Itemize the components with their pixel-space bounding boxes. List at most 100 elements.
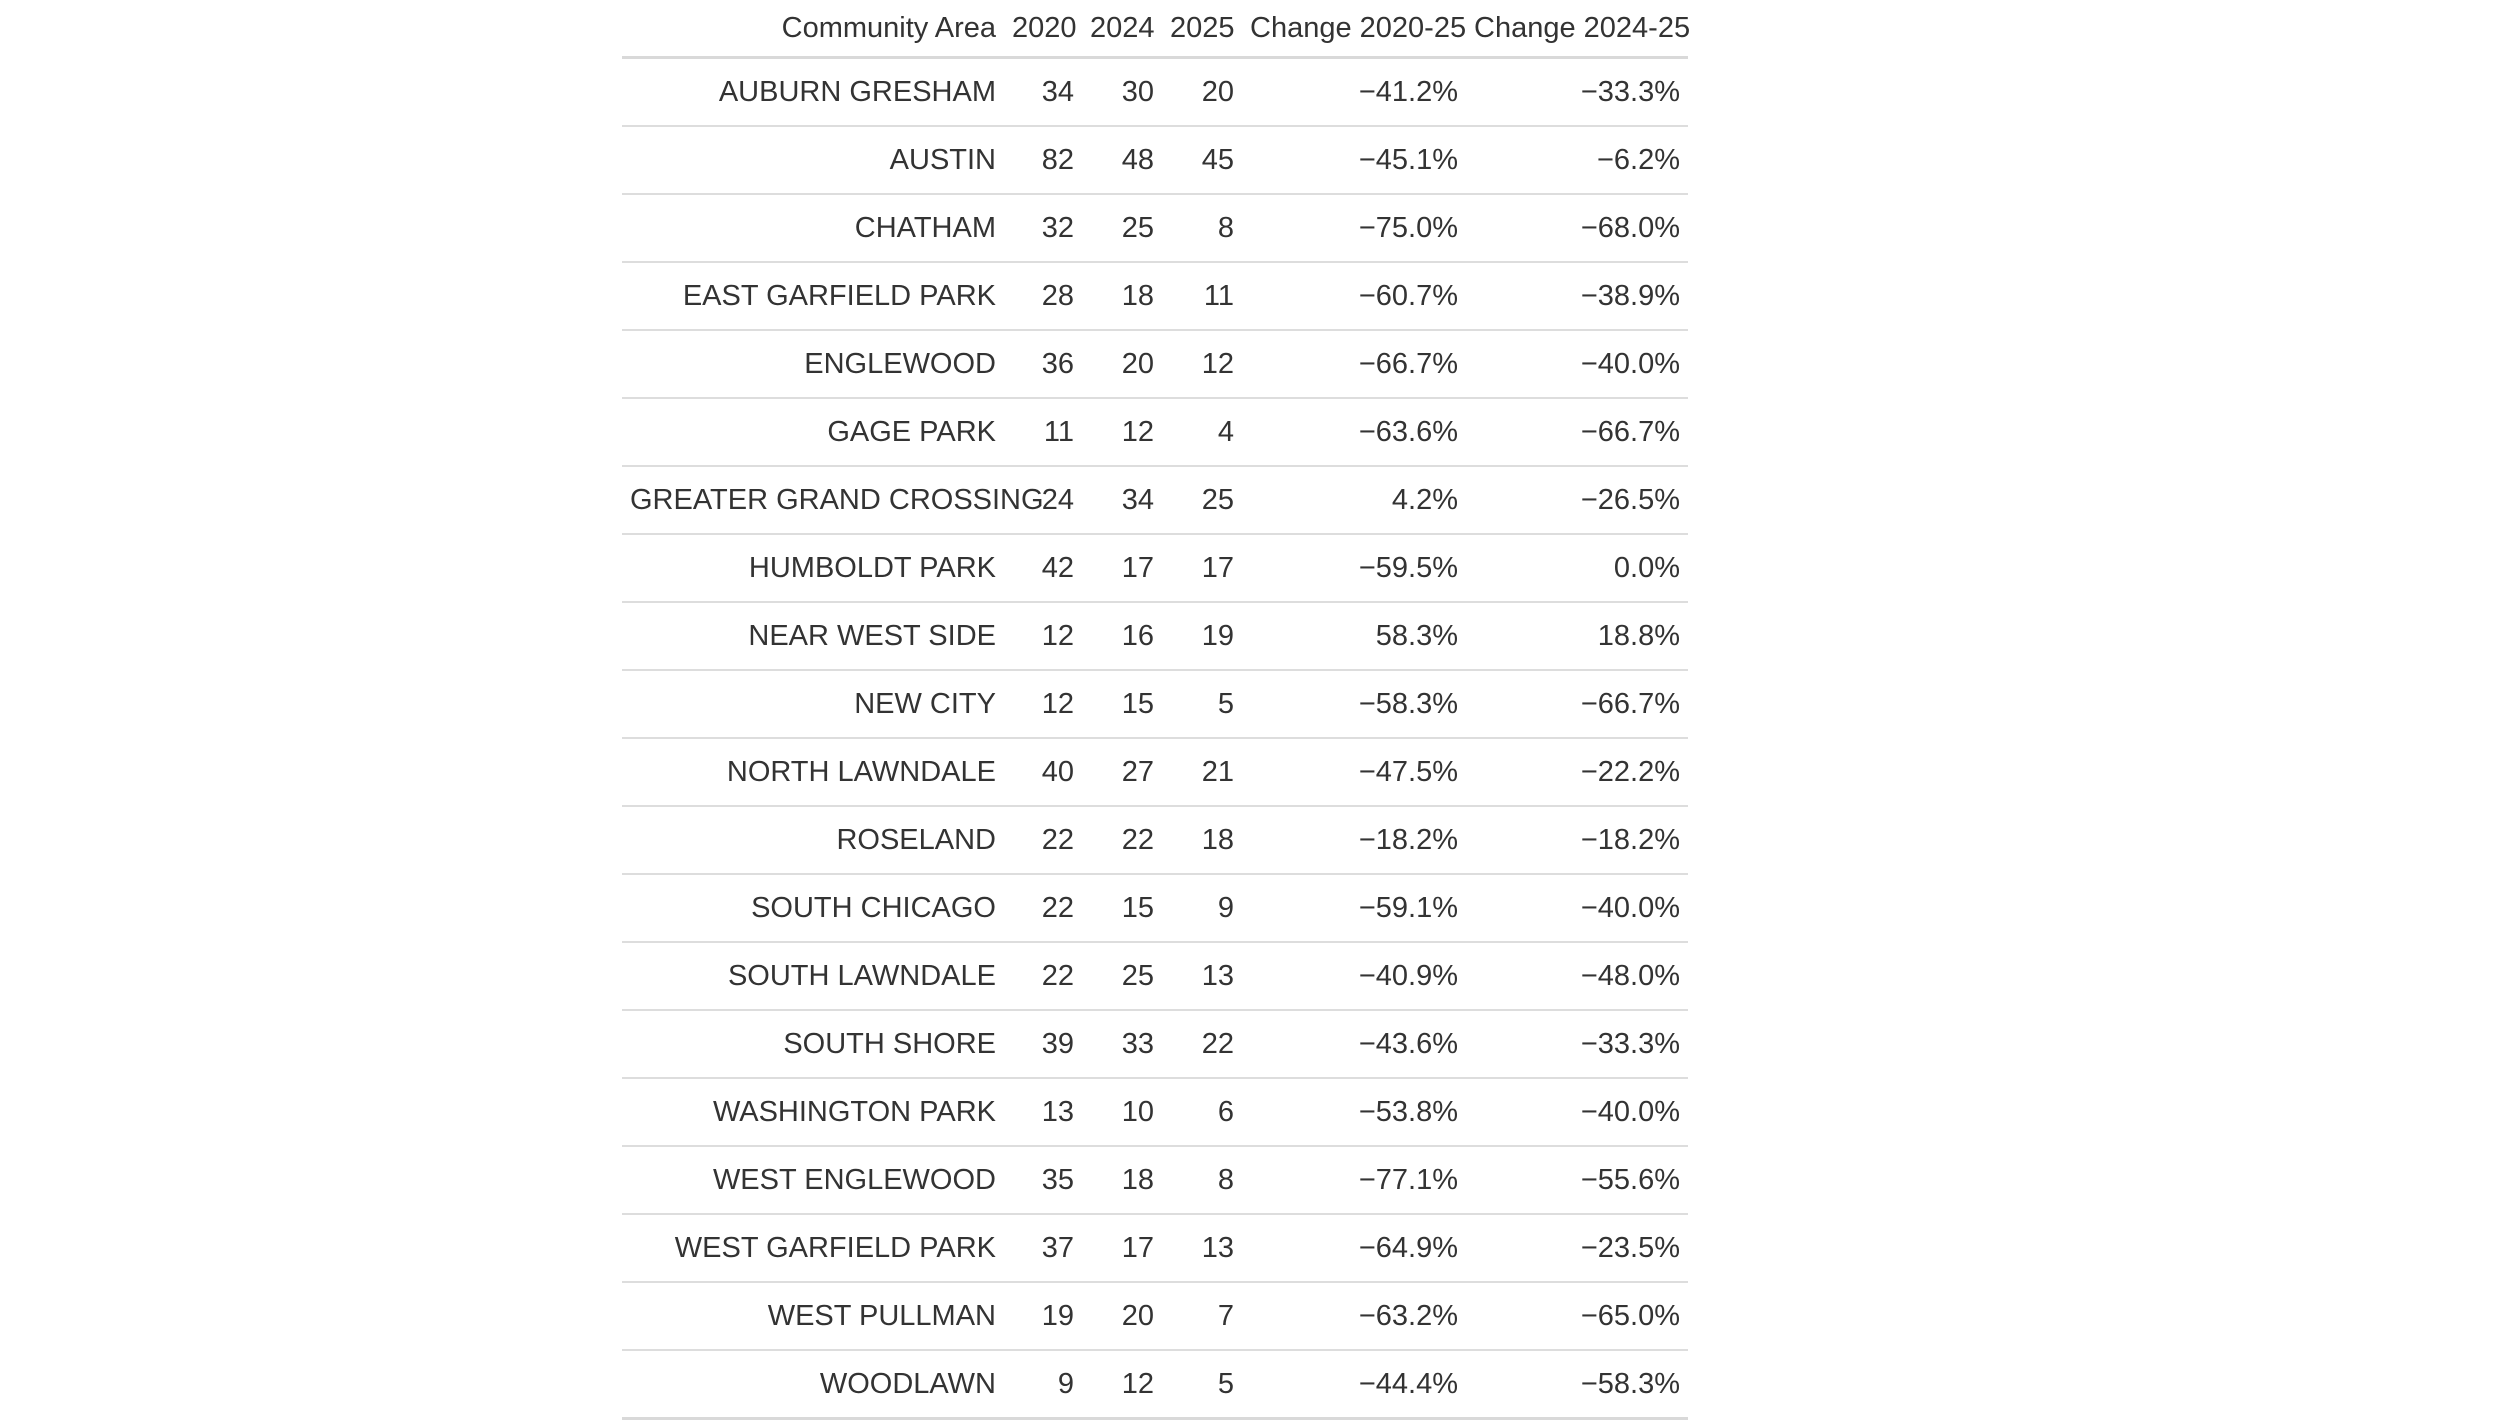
value-2024-cell: 16 <box>1082 602 1162 671</box>
change-2024-25-cell: −66.7% <box>1466 398 1688 467</box>
value-2020-cell: 19 <box>1004 1282 1082 1351</box>
value-2024-cell: 22 <box>1082 806 1162 875</box>
table-row: WASHINGTON PARK 13 10 6 −53.8% −40.0% <box>622 1078 1688 1147</box>
value-2025-cell: 8 <box>1162 194 1242 263</box>
table-row: GAGE PARK 11 12 4 −63.6% −66.7% <box>622 398 1688 467</box>
community-area-cell: NEW CITY <box>622 670 1004 739</box>
change-2024-25-cell: −22.2% <box>1466 738 1688 807</box>
change-2024-25-cell: −40.0% <box>1466 874 1688 943</box>
value-2024-cell: 25 <box>1082 194 1162 263</box>
value-2020-cell: 82 <box>1004 126 1082 195</box>
community-area-cell: SOUTH SHORE <box>622 1010 1004 1079</box>
table-row: ROSELAND 22 22 18 −18.2% −18.2% <box>622 806 1688 875</box>
value-2024-cell: 15 <box>1082 874 1162 943</box>
value-2025-cell: 12 <box>1162 330 1242 399</box>
data-table-container: Community Area 2020 2024 2025 Change 202… <box>622 0 1690 1420</box>
community-area-cell: WEST GARFIELD PARK <box>622 1214 1004 1283</box>
value-2020-cell: 36 <box>1004 330 1082 399</box>
community-area-cell: CHATHAM <box>622 194 1004 263</box>
table-row: AUBURN GRESHAM 34 30 20 −41.2% −33.3% <box>622 57 1688 127</box>
change-2024-25-cell: −48.0% <box>1466 942 1688 1011</box>
change-2020-25-cell: −41.2% <box>1242 57 1466 127</box>
value-2020-cell: 22 <box>1004 942 1082 1011</box>
value-2020-cell: 12 <box>1004 670 1082 739</box>
table-row: ENGLEWOOD 36 20 12 −66.7% −40.0% <box>622 330 1688 399</box>
value-2025-cell: 9 <box>1162 874 1242 943</box>
community-area-cell: WASHINGTON PARK <box>622 1078 1004 1147</box>
table-row: SOUTH LAWNDALE 22 25 13 −40.9% −48.0% <box>622 942 1688 1011</box>
community-area-cell: EAST GARFIELD PARK <box>622 262 1004 331</box>
change-2020-25-cell: −66.7% <box>1242 330 1466 399</box>
value-2025-cell: 8 <box>1162 1146 1242 1215</box>
value-2020-cell: 11 <box>1004 398 1082 467</box>
community-area-cell: SOUTH LAWNDALE <box>622 942 1004 1011</box>
change-2024-25-cell: 0.0% <box>1466 534 1688 603</box>
community-area-cell: AUSTIN <box>622 126 1004 195</box>
value-2025-cell: 6 <box>1162 1078 1242 1147</box>
header-community-area: Community Area <box>622 0 1004 59</box>
value-2024-cell: 18 <box>1082 1146 1162 1215</box>
value-2024-cell: 20 <box>1082 1282 1162 1351</box>
value-2025-cell: 45 <box>1162 126 1242 195</box>
change-2020-25-cell: −60.7% <box>1242 262 1466 331</box>
change-2024-25-cell: −23.5% <box>1466 1214 1688 1283</box>
value-2020-cell: 22 <box>1004 874 1082 943</box>
value-2024-cell: 12 <box>1082 398 1162 467</box>
change-2020-25-cell: −40.9% <box>1242 942 1466 1011</box>
value-2020-cell: 39 <box>1004 1010 1082 1079</box>
value-2024-cell: 17 <box>1082 1214 1162 1283</box>
community-area-cell: GAGE PARK <box>622 398 1004 467</box>
community-area-cell: GREATER GRAND CROSSING <box>622 466 1044 535</box>
change-2020-25-cell: −58.3% <box>1242 670 1466 739</box>
community-area-cell: NEAR WEST SIDE <box>622 602 1004 671</box>
change-2024-25-cell: −66.7% <box>1466 670 1688 739</box>
value-2025-cell: 13 <box>1162 942 1242 1011</box>
table-row: WEST GARFIELD PARK 37 17 13 −64.9% −23.5% <box>622 1214 1688 1283</box>
value-2020-cell: 28 <box>1004 262 1082 331</box>
table-row: WOODLAWN 9 12 5 −44.4% −58.3% <box>622 1350 1688 1420</box>
value-2020-cell: 12 <box>1004 602 1082 671</box>
change-2024-25-cell: −58.3% <box>1466 1350 1688 1420</box>
value-2020-cell: 40 <box>1004 738 1082 807</box>
change-2020-25-cell: −47.5% <box>1242 738 1466 807</box>
table-header: Community Area 2020 2024 2025 Change 202… <box>622 0 1690 59</box>
value-2024-cell: 10 <box>1082 1078 1162 1147</box>
change-2020-25-cell: −63.2% <box>1242 1282 1466 1351</box>
value-2024-cell: 30 <box>1082 57 1162 127</box>
header-2020: 2020 <box>1004 0 1082 59</box>
community-area-cell: ENGLEWOOD <box>622 330 1004 399</box>
change-2024-25-cell: −68.0% <box>1466 194 1688 263</box>
value-2025-cell: 4 <box>1162 398 1242 467</box>
change-2020-25-cell: −77.1% <box>1242 1146 1466 1215</box>
change-2024-25-cell: 18.8% <box>1466 602 1688 671</box>
table-row: EAST GARFIELD PARK 28 18 11 −60.7% −38.9% <box>622 262 1688 331</box>
table-row: SOUTH CHICAGO 22 15 9 −59.1% −40.0% <box>622 874 1688 943</box>
value-2020-cell: 32 <box>1004 194 1082 263</box>
community-area-cell: ROSELAND <box>622 806 1004 875</box>
value-2024-cell: 34 <box>1082 466 1162 535</box>
value-2025-cell: 5 <box>1162 670 1242 739</box>
value-2024-cell: 15 <box>1082 670 1162 739</box>
community-area-cell: AUBURN GRESHAM <box>622 57 1004 127</box>
value-2020-cell: 13 <box>1004 1078 1082 1147</box>
change-2024-25-cell: −55.6% <box>1466 1146 1688 1215</box>
table-row: NEW CITY 12 15 5 −58.3% −66.7% <box>622 670 1688 739</box>
change-2020-25-cell: 58.3% <box>1242 602 1466 671</box>
community-area-table: Community Area 2020 2024 2025 Change 202… <box>622 0 1690 1420</box>
table-row: NORTH LAWNDALE 40 27 21 −47.5% −22.2% <box>622 738 1688 807</box>
table-row: HUMBOLDT PARK 42 17 17 −59.5% 0.0% <box>622 534 1688 603</box>
table-row: SOUTH SHORE 39 33 22 −43.6% −33.3% <box>622 1010 1688 1079</box>
change-2020-25-cell: −63.6% <box>1242 398 1466 467</box>
value-2025-cell: 21 <box>1162 738 1242 807</box>
value-2025-cell: 5 <box>1162 1350 1242 1420</box>
value-2024-cell: 17 <box>1082 534 1162 603</box>
community-area-cell: WOODLAWN <box>622 1350 1004 1420</box>
change-2024-25-cell: −33.3% <box>1466 1010 1688 1079</box>
change-2020-25-cell: −18.2% <box>1242 806 1466 875</box>
change-2024-25-cell: −65.0% <box>1466 1282 1688 1351</box>
change-2020-25-cell: −43.6% <box>1242 1010 1466 1079</box>
change-2020-25-cell: −44.4% <box>1242 1350 1466 1420</box>
value-2024-cell: 33 <box>1082 1010 1162 1079</box>
value-2025-cell: 20 <box>1162 57 1242 127</box>
change-2024-25-cell: −40.0% <box>1466 330 1688 399</box>
